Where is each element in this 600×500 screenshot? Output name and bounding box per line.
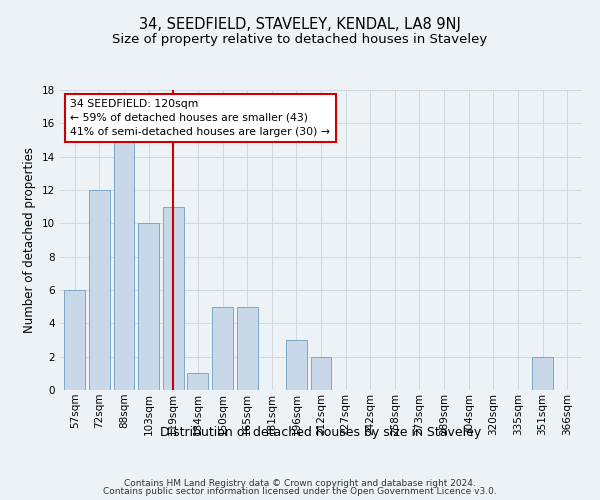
Y-axis label: Number of detached properties: Number of detached properties	[23, 147, 37, 333]
Text: 34 SEEDFIELD: 120sqm
← 59% of detached houses are smaller (43)
41% of semi-detac: 34 SEEDFIELD: 120sqm ← 59% of detached h…	[70, 99, 331, 137]
Bar	[532, 356, 553, 390]
Bar	[187, 374, 208, 390]
Bar	[64, 290, 85, 390]
Bar	[89, 190, 110, 390]
Bar	[286, 340, 307, 390]
Text: Contains public sector information licensed under the Open Government Licence v3: Contains public sector information licen…	[103, 487, 497, 496]
Text: Size of property relative to detached houses in Staveley: Size of property relative to detached ho…	[112, 32, 488, 46]
Bar	[138, 224, 159, 390]
Bar	[163, 206, 184, 390]
Bar	[212, 306, 233, 390]
Text: 34, SEEDFIELD, STAVELEY, KENDAL, LA8 9NJ: 34, SEEDFIELD, STAVELEY, KENDAL, LA8 9NJ	[139, 18, 461, 32]
Bar	[113, 140, 134, 390]
Bar	[236, 306, 257, 390]
Text: Distribution of detached houses by size in Staveley: Distribution of detached houses by size …	[160, 426, 482, 439]
Text: Contains HM Land Registry data © Crown copyright and database right 2024.: Contains HM Land Registry data © Crown c…	[124, 478, 476, 488]
Bar	[311, 356, 331, 390]
